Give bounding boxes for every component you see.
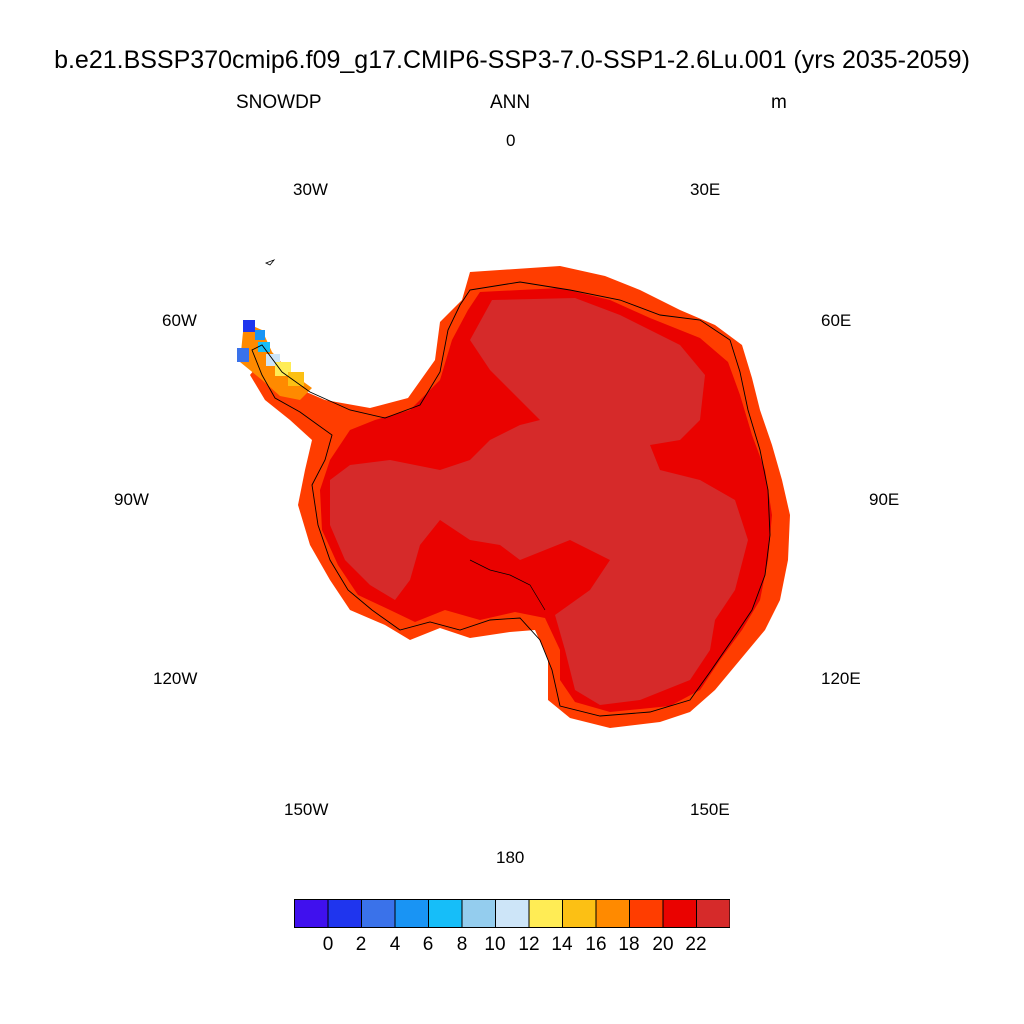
lon-label-30e: 30E bbox=[690, 180, 721, 199]
ice-shelf-edge bbox=[469, 559, 546, 611]
colorbar-swatch-12 bbox=[696, 899, 730, 928]
colorbar-label-6: 6 bbox=[422, 934, 434, 955]
high-plateau-region bbox=[330, 298, 748, 705]
colorbar-swatch-11 bbox=[662, 899, 697, 928]
colorbar-label-8: 8 bbox=[456, 934, 468, 955]
units-label: m bbox=[771, 92, 787, 113]
colorbar-label-14: 14 bbox=[551, 934, 573, 955]
colorbar-label-0: 0 bbox=[322, 934, 334, 955]
peninsula-tip-blue-2 bbox=[255, 330, 265, 340]
lon-label-90e: 90E bbox=[869, 490, 900, 509]
colorbar-label-2: 2 bbox=[355, 934, 367, 955]
colorbar-swatch-3 bbox=[394, 899, 429, 928]
island-outline bbox=[265, 259, 276, 266]
colorbar-label-20: 20 bbox=[652, 934, 674, 955]
colorbar bbox=[294, 899, 730, 928]
colorbar-label-16: 16 bbox=[585, 934, 607, 955]
variable-label: SNOWDP bbox=[236, 92, 322, 113]
colorbar-label-18: 18 bbox=[618, 934, 640, 955]
colorbar-swatch-2 bbox=[361, 899, 396, 928]
lon-label-30w: 30W bbox=[293, 180, 328, 199]
lon-label-180: 180 bbox=[496, 848, 525, 867]
lon-label-90w: 90W bbox=[114, 490, 149, 509]
colorbar-swatch-1 bbox=[327, 899, 362, 928]
colorbar-swatch-8 bbox=[562, 899, 597, 928]
colorbar-swatch-0 bbox=[294, 899, 329, 928]
colorbar-label-10: 10 bbox=[484, 934, 506, 955]
lon-label-120e: 120E bbox=[821, 669, 861, 688]
lon-label-120w: 120W bbox=[153, 669, 198, 688]
colorbar-label-22: 22 bbox=[685, 934, 707, 955]
colorbar-label-12: 12 bbox=[518, 934, 540, 955]
lon-label-150e: 150E bbox=[690, 800, 730, 819]
colorbar-swatch-6 bbox=[495, 899, 530, 928]
colorbar-swatch-4 bbox=[428, 899, 463, 928]
peninsula-mid-gold bbox=[288, 372, 304, 386]
lon-label-60w: 60W bbox=[162, 311, 197, 330]
colorbar-label-4: 4 bbox=[389, 934, 401, 955]
map-title: b.e21.BSSP370cmip6.f09_g17.CMIP6-SSP3-7.… bbox=[54, 46, 970, 74]
peninsula-tip-blue-1 bbox=[243, 320, 255, 332]
colorbar-swatch-7 bbox=[528, 899, 563, 928]
lon-label-0: 0 bbox=[506, 131, 516, 150]
colorbar-swatch-9 bbox=[595, 899, 630, 928]
colorbar-swatch-10 bbox=[629, 899, 664, 928]
lon-label-150w: 150W bbox=[284, 800, 329, 819]
colorbar-swatch-5 bbox=[461, 899, 496, 928]
season-label: ANN bbox=[490, 92, 531, 113]
peninsula-tip-yellow bbox=[275, 362, 291, 376]
lon-label-60e: 60E bbox=[821, 311, 852, 330]
coastline bbox=[251, 281, 771, 717]
peninsula-tip-blue-3 bbox=[237, 348, 249, 362]
